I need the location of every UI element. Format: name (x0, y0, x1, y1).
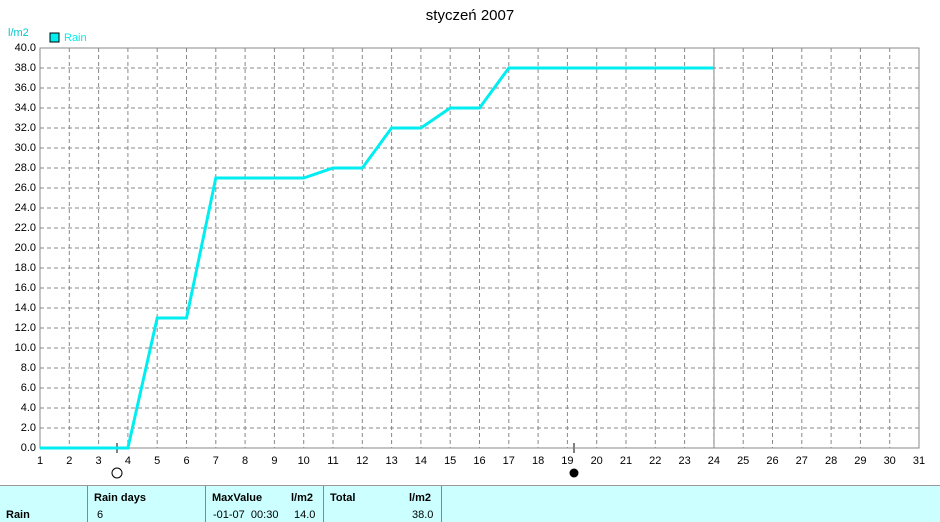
table-header: Rain days (94, 492, 146, 504)
x-tick-label: 23 (678, 455, 690, 467)
x-tick-label: 10 (298, 455, 310, 467)
y-tick-label: 2.0 (21, 422, 36, 434)
y-tick-label: 26.0 (15, 182, 36, 194)
y-tick-label: 32.0 (15, 122, 36, 134)
x-tick-label: 31 (913, 455, 925, 467)
x-tick-label: 24 (708, 455, 720, 467)
x-tick-label: 26 (766, 455, 778, 467)
table-cell: 14.0 (294, 509, 316, 521)
x-tick-label: 13 (385, 455, 397, 467)
table-header: MaxValue (212, 492, 263, 504)
table-cell: 6 (97, 509, 104, 521)
rain-line (40, 66, 714, 450)
x-tick-label: 2 (66, 455, 72, 467)
y-tick-label: 20.0 (15, 242, 36, 254)
x-tick-label: 30 (884, 455, 896, 467)
x-tick-label: 9 (271, 455, 277, 467)
x-tick-label: 15 (444, 455, 456, 467)
x-tick-label: 7 (213, 455, 219, 467)
x-tick-label: 28 (825, 455, 837, 467)
table-cell: -01-07 00:30 (213, 509, 279, 521)
full-moon-icon (111, 467, 123, 479)
legend-swatch (49, 32, 60, 43)
legend-label: Rain (64, 32, 87, 44)
x-tick-label: 25 (737, 455, 749, 467)
y-tick-label: 38.0 (15, 62, 36, 74)
x-tick-label: 21 (620, 455, 632, 467)
plot-frame (39, 47, 920, 449)
table-header: l/m2 (409, 492, 432, 504)
x-tick-label: 6 (183, 455, 189, 467)
y-tick-label: 18.0 (15, 262, 36, 274)
y-tick-label: 22.0 (15, 222, 36, 234)
chart-title: styczeń 2007 (426, 7, 514, 24)
y-tick-label: 30.0 (15, 142, 36, 154)
y-tick-label: 10.0 (15, 342, 36, 354)
table-header: l/m2 (291, 492, 314, 504)
x-tick-label: 19 (561, 455, 573, 467)
new-moon-icon (569, 468, 579, 478)
y-tick-label: 6.0 (21, 382, 36, 394)
y-axis-label: l/m2 (8, 27, 29, 39)
y-tick-label: 24.0 (15, 202, 36, 214)
summary-table: Rain days MaxValue l/m2 Total l/m2 Rain … (0, 485, 940, 522)
x-tick-label: 11 (327, 455, 338, 467)
x-tick-label: 12 (356, 455, 368, 467)
table-header: Total (330, 492, 356, 504)
y-tick-label: 14.0 (15, 302, 36, 314)
x-tick-label: 27 (796, 455, 808, 467)
x-tick-label: 4 (125, 455, 131, 467)
x-tick-label: 1 (37, 455, 43, 467)
y-tick-label: 4.0 (21, 402, 36, 414)
y-tick-label: 28.0 (15, 162, 36, 174)
x-tick-label: 29 (854, 455, 866, 467)
x-tick-label: 17 (503, 455, 515, 467)
y-tick-label: 16.0 (15, 282, 36, 294)
y-tick-label: 40.0 (15, 42, 36, 54)
x-tick-label: 20 (591, 455, 603, 467)
x-tick-label: 3 (96, 455, 102, 467)
table-cell: 38.0 (412, 509, 434, 521)
x-tick-label: 22 (649, 455, 661, 467)
x-tick-label: 5 (154, 455, 160, 467)
y-tick-label: 0.0 (21, 442, 36, 454)
y-tick-label: 36.0 (15, 82, 36, 94)
table-cell: Rain (6, 509, 30, 521)
y-tick-label: 8.0 (21, 362, 36, 374)
x-tick-label: 8 (242, 455, 248, 467)
x-tick-label: 16 (473, 455, 485, 467)
y-tick-label: 34.0 (15, 102, 36, 114)
chart: styczeń 2007 l/m2 0.0 2.0 4.0 6.0 8.0 10.0 12.… (8, 7, 925, 479)
y-tick-label: 12.0 (15, 322, 36, 334)
x-tick-label: 14 (415, 455, 427, 467)
x-tick-label: 18 (532, 455, 544, 467)
